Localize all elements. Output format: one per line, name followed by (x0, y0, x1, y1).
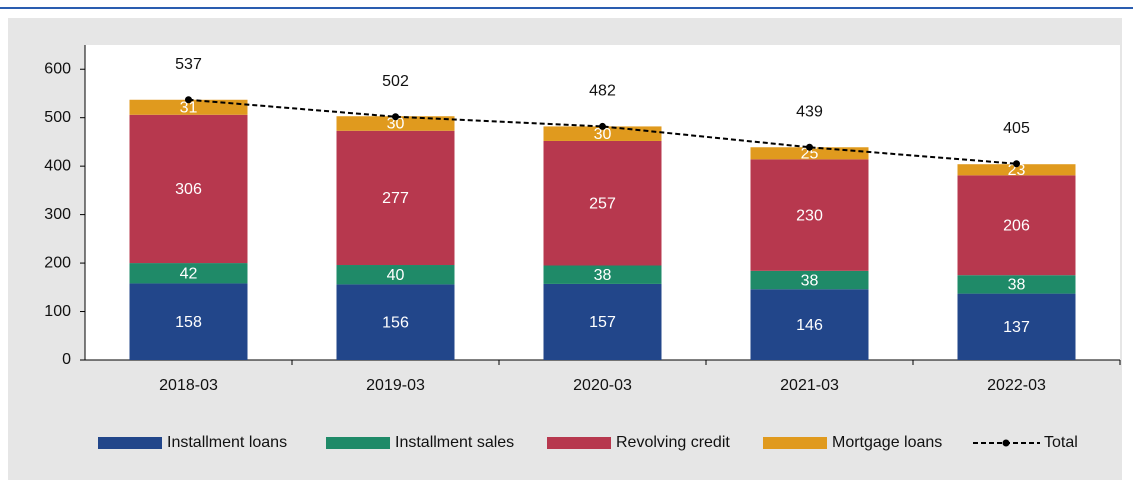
bar-segment (957, 164, 1076, 176)
y-tick-label: 600 (44, 60, 71, 77)
data-label: 31 (180, 99, 198, 116)
legend-swatch (547, 437, 611, 449)
total-point (599, 122, 606, 130)
x-tick-label: 2018-03 (159, 377, 218, 394)
data-label: 306 (175, 181, 202, 198)
bar-segment (129, 99, 248, 115)
y-tick-label: 400 (44, 157, 71, 174)
data-label: 146 (796, 317, 823, 334)
total-point (185, 96, 192, 104)
bar-segment (750, 159, 869, 271)
total-point (392, 113, 399, 121)
legend-swatch (98, 437, 162, 449)
bar-segment (957, 175, 1076, 276)
legend-swatch (326, 437, 390, 449)
legend-label: Installment sales (395, 434, 514, 451)
bar-segment (543, 140, 662, 266)
data-label: 30 (594, 126, 612, 143)
bar-segment (543, 265, 662, 284)
total-label: 482 (589, 83, 616, 100)
data-label: 23 (1008, 162, 1026, 179)
legend-label: Mortgage loans (832, 434, 942, 451)
data-label: 257 (589, 195, 616, 212)
data-label: 157 (589, 314, 616, 331)
legend-label: Revolving credit (616, 434, 730, 451)
x-tick-label: 2022-03 (987, 377, 1046, 394)
data-label: 30 (387, 116, 405, 133)
bar-segment (129, 114, 248, 264)
data-label: 38 (1008, 277, 1026, 294)
legend-point (1002, 439, 1010, 447)
legend-swatch (763, 437, 827, 449)
data-label: 42 (180, 265, 198, 282)
total-label: 537 (175, 56, 202, 73)
legend-label: Installment loans (167, 434, 287, 451)
bar-segment (336, 116, 455, 131)
y-tick-label: 200 (44, 254, 71, 271)
data-label: 230 (796, 207, 823, 224)
data-label: 38 (594, 267, 612, 284)
bar-segment (957, 275, 1076, 294)
x-tick-label: 2021-03 (780, 377, 839, 394)
bar-segment (543, 283, 662, 360)
y-tick-label: 300 (44, 206, 71, 223)
bar-segment (129, 263, 248, 284)
total-label: 405 (1003, 120, 1030, 137)
bar-segment (750, 270, 869, 290)
bar-segment (957, 293, 1076, 360)
y-tick-label: 500 (44, 109, 71, 126)
total-line (188, 98, 1017, 165)
data-label: 277 (382, 190, 409, 207)
bar-segment (750, 289, 869, 360)
bar-segment (336, 265, 455, 285)
total-label: 439 (796, 103, 823, 120)
data-label: 40 (387, 267, 405, 284)
x-tick-label: 2020-03 (573, 377, 632, 394)
y-tick-label: 0 (62, 351, 71, 368)
data-label: 137 (1003, 319, 1030, 336)
bar-segment (129, 283, 248, 360)
legend-label: Total (1044, 434, 1078, 451)
data-label: 25 (801, 146, 819, 163)
bar-segment (336, 284, 455, 360)
total-point (1013, 160, 1020, 168)
data-label: 156 (382, 314, 409, 331)
x-tick-label: 2019-03 (366, 377, 425, 394)
total-label: 502 (382, 73, 409, 90)
total-point (806, 143, 813, 151)
data-label: 206 (1003, 217, 1030, 234)
y-tick-label: 100 (44, 303, 71, 320)
data-label: 158 (175, 314, 202, 331)
data-label: 38 (801, 272, 819, 289)
bar-segment (336, 130, 455, 266)
